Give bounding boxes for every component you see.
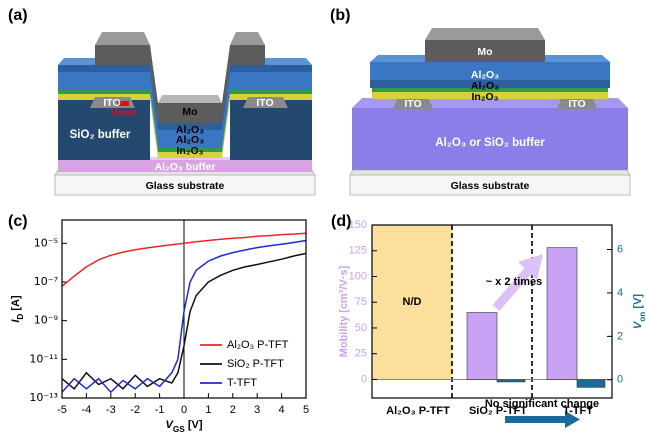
annotation: No significant change [485,398,599,410]
gate-top [230,32,265,45]
y-axis-label: Mobility [cm²/V·s] [338,265,350,357]
bar [547,248,577,380]
nd-label: N/D [403,296,422,308]
substrate-label: Glass substrate [451,180,530,192]
x-tick-label: Al₂O₃ P-TFT [386,405,450,417]
y2-axis-label-part: on [638,312,647,322]
x-tick-label: -1 [155,404,165,416]
y-axis-label: ID [A] [10,295,25,323]
x-tick-label: -3 [106,404,116,416]
ito-label: ITO [568,98,585,110]
isolation-block [230,100,312,160]
panel-label: (a) [8,7,28,24]
x-tick-label: 2 [230,404,236,416]
note-arrow [505,416,567,423]
device-b: Mo Al₂O₃ Al₂O₃ In₂O₃ ITO ITO Al₂O₃ or Si… [350,28,630,195]
x-tick-label: -4 [82,404,92,416]
panel-label: (b) [330,7,350,24]
substrate-label: Glass substrate [146,180,225,192]
gate-top [95,32,150,45]
y-tick-label: 10⁻¹¹ [29,352,58,365]
y2-tick-label: 4 [617,287,623,299]
y2-axis-label-part: [V] [632,294,644,312]
y-tick-label: 75 [355,296,367,308]
panel-label: (d) [331,213,351,230]
ito-label: ITO [404,98,421,110]
bar [577,380,605,388]
y-axis-label-part: [A] [10,295,22,314]
y2-tick-label: 0 [617,374,623,386]
gate-label: Mo [477,46,492,58]
y-tick-label: 10⁻¹³ [29,391,58,404]
x-tick-label: -2 [130,404,140,416]
margin-label: Margin [111,108,137,117]
substrate-top [350,170,630,175]
annotation: ~ x 2 times [486,276,543,288]
buffer-label: Al₂O₃ buffer [155,161,216,173]
legend-label: T-TFT [227,377,257,389]
y-tick-label: 50 [355,322,367,334]
x-tick-label: 4 [279,404,285,416]
x-tick-label: 0 [181,404,187,416]
buffer-label: Al₂O₃ or SiO₂ buffer [435,137,545,149]
gate-top [425,28,545,40]
x-axis-label-part: GS [173,425,185,434]
bar [467,313,497,380]
y-tick-label: 10⁻⁷ [34,275,58,288]
figure: ITO ITO Margin Mo Al₂O₃ Al₂O₃ In₂O₃ SiO₂… [0,0,647,436]
y2-tick-label: 6 [617,243,623,255]
y-tick-label: 100 [349,270,367,282]
channel-label: In₂O₃ [176,145,203,157]
isolation-label: SiO₂ buffer [70,129,131,141]
gate-top [158,95,222,103]
y-tick-label: 25 [355,348,367,360]
x-axis-label-part: [V] [185,419,203,431]
x-tick-label: -5 [57,404,67,416]
panel-label: (c) [8,213,28,230]
y-tick-label: 0 [361,373,367,385]
legend-label: SiO₂ P-TFT [227,358,284,370]
x-tick-label: 5 [303,404,309,416]
ito-label: ITO [256,97,273,109]
bar [497,380,525,382]
y2-tick-label: 2 [617,330,623,342]
x-tick-label: 3 [254,404,260,416]
gate-label: Mo [182,106,197,118]
y-tick-label: 10⁻⁹ [34,314,58,327]
device-a: ITO ITO Margin Mo Al₂O₃ Al₂O₃ In₂O₃ SiO₂… [55,32,315,195]
y-tick-label: 125 [349,245,367,257]
channel-label: In₂O₃ [471,91,498,103]
legend-label: Al₂O₃ P-TFT [227,339,289,351]
x-tick-label: 1 [205,404,211,416]
y-tick-label: 10⁻⁵ [34,236,58,249]
ito-label: ITO [103,97,120,109]
y2-axis-label: Von [V] [632,294,647,329]
x-axis-label: VGS [V] [166,419,203,434]
